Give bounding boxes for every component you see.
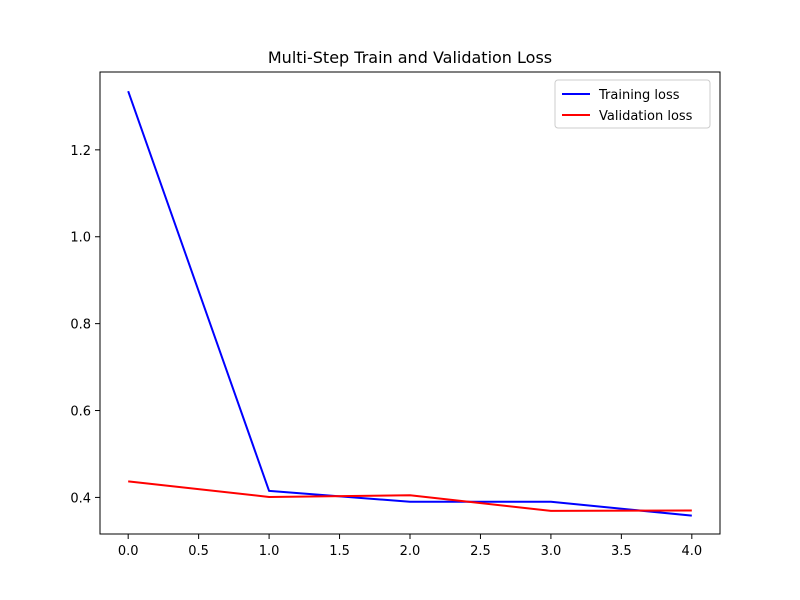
plot-area: 0.0 0.5 1.0 1.5 2.0 2.5 3.0 3.5 4.0 0.4 0.6 0.8 1.0 1… <box>70 71 721 559</box>
x-tick-label: 4.0 <box>681 544 702 559</box>
x-tick-label: 1.5 <box>329 544 350 559</box>
x-tick-label: 2.5 <box>470 544 491 559</box>
series-line-training-loss <box>127 90 692 517</box>
x-tick-label: 3.0 <box>541 544 562 559</box>
x-tick-label: 0.5 <box>188 544 209 559</box>
legend-label: Training loss <box>598 88 680 103</box>
x-tick-label: 1.0 <box>259 544 280 559</box>
y-tick-label: 0.8 <box>70 318 91 333</box>
x-tick-label: 2.0 <box>400 544 421 559</box>
x-tick-label: 0.0 <box>118 544 139 559</box>
y-tick-label: 1.2 <box>70 144 91 159</box>
x-tick-label: 3.5 <box>611 544 632 559</box>
chart-title: Multi-Step Train and Validation Loss <box>268 48 552 67</box>
legend-box <box>554 79 711 129</box>
y-tick-label: 0.6 <box>70 405 91 420</box>
axes-frame <box>99 71 721 535</box>
y-tick-label: 0.4 <box>70 491 91 506</box>
y-tick-label: 1.0 <box>70 231 91 246</box>
legend-label: Validation loss <box>599 109 693 124</box>
series-line-validation-loss <box>128 480 692 512</box>
